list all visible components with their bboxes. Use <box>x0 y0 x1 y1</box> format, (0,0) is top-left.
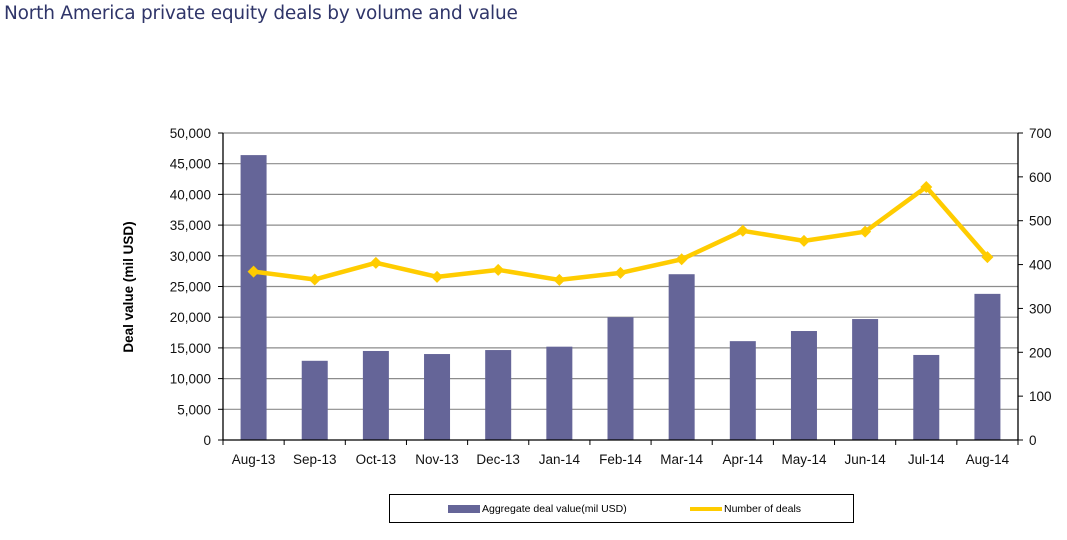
y-tick-label: 40,000 <box>170 187 211 202</box>
y-axis-title: Deal value (mil USD) <box>121 221 136 352</box>
legend-item-number-of-deals: Number of deals <box>690 503 801 515</box>
y-tick-label: 35,000 <box>170 218 211 233</box>
y2-tick-label: 500 <box>1029 214 1052 229</box>
x-tick-label: Oct-13 <box>356 452 397 467</box>
chart-title: North America private equity deals by vo… <box>4 3 518 24</box>
line-path <box>253 184 990 283</box>
x-tick-label: Mar-14 <box>660 452 703 467</box>
bar <box>852 319 879 440</box>
line-marker <box>553 273 566 286</box>
y2-tick-label: 700 <box>1029 126 1052 141</box>
bar <box>668 274 695 440</box>
bar <box>729 341 756 440</box>
line-marker <box>920 180 933 193</box>
line-series <box>247 180 994 286</box>
line-marker <box>369 256 382 269</box>
line-marker <box>797 234 810 247</box>
y-tick-label: 25,000 <box>170 280 211 295</box>
line-marker <box>736 224 749 237</box>
line-marker <box>981 251 994 264</box>
bar <box>913 354 940 440</box>
x-tick-label: Dec-13 <box>476 452 520 467</box>
y-tick-label: 5,000 <box>177 402 211 417</box>
legend-label: Aggregate deal value(mil USD) <box>482 503 627 515</box>
line-marker <box>614 266 627 279</box>
line-marker <box>308 273 321 286</box>
y2-tick-label: 300 <box>1029 301 1052 316</box>
bar <box>546 346 573 440</box>
x-tick-label: May-14 <box>781 452 827 467</box>
legend-label: Number of deals <box>724 503 802 515</box>
y2-tick-label: 200 <box>1029 345 1052 360</box>
y-tick-label: 30,000 <box>170 249 211 264</box>
line-marker <box>859 225 872 238</box>
x-tick-label: Aug-14 <box>966 452 1010 467</box>
line-marker <box>492 263 505 276</box>
y-tick-label: 20,000 <box>170 310 211 325</box>
x-tick-label: Jan-14 <box>539 452 581 467</box>
legend-line-swatch <box>690 507 722 511</box>
legend-bar-swatch <box>448 505 480 513</box>
line-marker <box>675 253 688 266</box>
bar <box>424 354 451 440</box>
x-tick-label: Jul-14 <box>908 452 945 467</box>
bar <box>301 360 328 440</box>
line-marker <box>247 265 260 278</box>
legend-item-deal-value: Aggregate deal value(mil USD) <box>448 503 627 515</box>
x-tick-label: Sep-13 <box>293 452 337 467</box>
y-tick-label: 50,000 <box>170 126 211 141</box>
x-axis-ticks: Aug-13 Sep-13 Oct-13 Nov-13 Dec-13 Jan-14 Feb-… <box>222 440 1019 467</box>
bar <box>974 293 1001 440</box>
y2-axis-ticks: 0 100 200 300 400 500 600 700 <box>1018 126 1052 448</box>
bar <box>240 155 267 440</box>
line-marker <box>431 270 444 283</box>
legend: Aggregate deal value(mil USD) Number of … <box>389 494 854 523</box>
bar <box>485 350 512 440</box>
x-tick-label: Aug-13 <box>232 452 276 467</box>
x-tick-label: Feb-14 <box>599 452 642 467</box>
bar <box>607 317 634 440</box>
y-tick-label: 0 <box>203 433 211 448</box>
y2-tick-label: 0 <box>1029 433 1037 448</box>
x-tick-label: Nov-13 <box>415 452 459 467</box>
bar-series <box>240 155 1001 440</box>
y2-tick-label: 400 <box>1029 258 1052 273</box>
x-tick-label: Jun-14 <box>844 452 886 467</box>
y2-tick-label: 600 <box>1029 170 1052 185</box>
bar <box>790 331 817 440</box>
y-tick-label: 45,000 <box>170 157 211 172</box>
y-tick-label: 10,000 <box>170 372 211 387</box>
x-tick-label: Apr-14 <box>723 452 764 467</box>
y-tick-label: 15,000 <box>170 341 211 356</box>
bar <box>362 350 389 440</box>
y2-tick-label: 100 <box>1029 389 1052 404</box>
y-axis-ticks: 0 5,000 10,000 15,000 20,000 25,000 30,000 35,0… <box>170 126 223 448</box>
